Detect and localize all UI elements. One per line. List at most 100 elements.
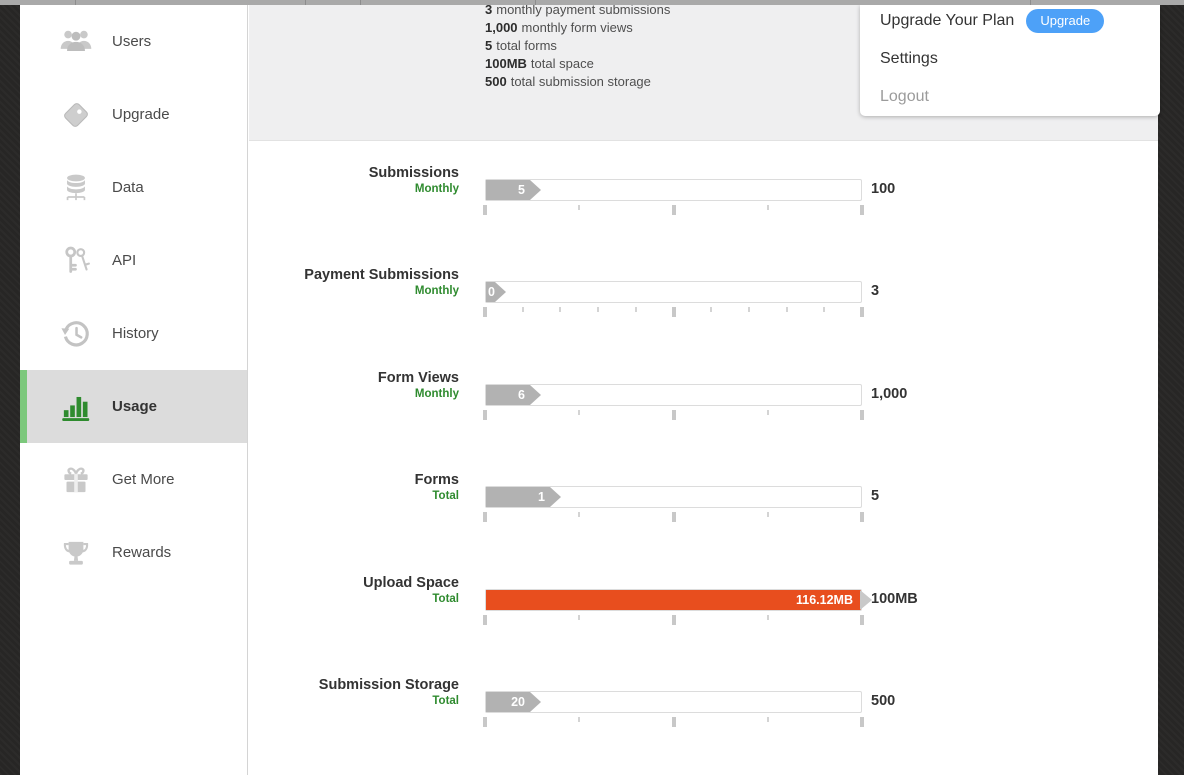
usage-row-form-views: Form Views Monthly 6 1,000	[249, 370, 1158, 456]
sidebar-item-api[interactable]: API	[20, 224, 247, 297]
sidebar-item-label: Rewards	[112, 544, 172, 561]
tick-mark	[823, 307, 826, 312]
usage-row-labels: Submissions Monthly	[249, 165, 459, 251]
tick-mark	[766, 615, 769, 620]
tick-mark	[483, 615, 487, 625]
usage-bar-track: 5	[485, 179, 862, 201]
usage-bar-ticks	[483, 512, 864, 522]
sidebar-item-label: API	[112, 252, 137, 269]
trophy-icon	[57, 534, 95, 572]
sidebar-item-label: Data	[112, 179, 144, 196]
tick-mark	[766, 410, 769, 415]
tick-mark	[578, 512, 581, 517]
usage-bar-track: 0	[485, 281, 862, 303]
menu-item-settings[interactable]: Settings	[880, 45, 938, 73]
usage-bar-fill: 0	[486, 282, 506, 302]
tick-mark	[578, 615, 581, 620]
usage-row-title: Upload Space	[363, 575, 459, 591]
chrome-tab-separator	[75, 0, 76, 5]
usage-bar-ticks	[483, 615, 864, 625]
sidebar-item-label: Users	[112, 33, 152, 50]
usage-bar-fill: 6	[486, 385, 541, 405]
usage-row-labels: Payment Submissions Monthly	[249, 267, 459, 353]
sidebar-item-data[interactable]: Data	[20, 151, 247, 224]
sidebar-item-label: History	[112, 325, 159, 342]
tick-mark	[860, 410, 864, 420]
sidebar-item-get-more[interactable]: Get More	[20, 443, 247, 516]
tick-mark	[860, 512, 864, 522]
plan-limit-text: total forms	[496, 38, 557, 53]
page-background-right-rail	[1158, 5, 1184, 775]
chrome-tab-separator	[305, 0, 306, 5]
tag-icon	[57, 96, 95, 134]
usage-row-submission-storage: Submission Storage Total 20 500	[249, 677, 1158, 763]
plan-limit-text: monthly payment submissions	[496, 2, 671, 17]
usage-bar-track: 1	[485, 486, 862, 508]
usage-bar-ticks	[483, 717, 864, 727]
usage-limit-label: 5	[871, 488, 880, 504]
usage-bar-ticks	[483, 307, 864, 317]
tick-mark	[483, 307, 487, 317]
sidebar-item-users[interactable]: Users	[20, 5, 247, 78]
tick-mark	[671, 717, 676, 727]
tick-mark	[559, 307, 562, 312]
tick-mark	[578, 410, 581, 415]
usage-row-title: Payment Submissions	[304, 267, 459, 283]
plan-limit-text: monthly form views	[521, 20, 633, 35]
usage-bar-area: 0	[483, 267, 864, 353]
tick-mark	[578, 717, 581, 722]
keys-icon	[57, 242, 95, 280]
usage-row-title: Form Views	[377, 370, 459, 386]
usage-bar-track: 20	[485, 691, 862, 713]
usage-bar-track: 6	[485, 384, 862, 406]
sidebar-item-rewards[interactable]: Rewards	[20, 516, 247, 589]
sidebar-item-label: Get More	[112, 471, 175, 488]
upgrade-button[interactable]: Upgrade	[1026, 9, 1105, 33]
plan-limit-value: 500	[485, 74, 507, 89]
plan-summary-line: 5 total forms	[485, 37, 670, 55]
history-icon	[57, 315, 95, 353]
gift-icon	[57, 461, 95, 499]
usage-row-period: Total	[432, 695, 459, 707]
chrome-tab-separator	[360, 0, 361, 5]
usage-limit-label: 100	[871, 181, 896, 197]
usage-bar-ticks	[483, 410, 864, 420]
plan-limit-value: 100MB	[485, 56, 527, 71]
plan-summary-line: 100MB total space	[485, 55, 670, 73]
tick-mark	[860, 615, 864, 625]
usage-row-labels: Submission Storage Total	[249, 677, 459, 763]
usage-row-period: Monthly	[414, 285, 459, 297]
plan-limit-value: 5	[485, 38, 493, 53]
tick-mark	[483, 410, 487, 420]
sidebar-item-upgrade[interactable]: Upgrade	[20, 78, 247, 151]
usage-row-title: Submission Storage	[318, 677, 459, 693]
usage-bar-area: 20	[483, 677, 864, 763]
tick-mark	[766, 205, 769, 210]
plan-limit-text: total submission storage	[510, 74, 651, 89]
plan-summary-line: 500 total submission storage	[485, 73, 670, 91]
sidebar-item-usage[interactable]: Usage	[20, 370, 247, 443]
tick-mark	[483, 717, 487, 727]
plan-limit-value: 1,000	[485, 20, 518, 35]
menu-item-upgrade-your-plan[interactable]: Upgrade Your Plan Upgrade	[880, 7, 1105, 35]
chrome-tab-separator	[1030, 0, 1031, 5]
tick-mark	[671, 410, 676, 420]
logout-label: Logout	[880, 88, 929, 105]
sidebar-nav: Users Upgrade Data API History Usage Get…	[20, 5, 248, 775]
tick-mark	[766, 717, 769, 722]
tick-mark	[483, 512, 487, 522]
tick-mark	[597, 307, 600, 312]
users-icon	[57, 23, 95, 61]
usage-bar-fill: 20	[486, 692, 541, 712]
plan-summary-line: 1,000 monthly form views	[485, 19, 670, 37]
menu-item-logout[interactable]: Logout	[880, 83, 929, 111]
usage-row-period: Monthly	[414, 183, 459, 195]
sidebar-item-history[interactable]: History	[20, 297, 247, 370]
sidebar-item-label: Usage	[112, 398, 158, 415]
usage-bar-area: 6	[483, 370, 864, 456]
usage-row-upload-space: Upload Space Total 116.12MB 100MB	[249, 575, 1158, 661]
tick-mark	[671, 205, 676, 215]
usage-bar-area: 5	[483, 165, 864, 251]
usage-row-payment-submissions: Payment Submissions Monthly 0 3	[249, 267, 1158, 353]
usage-row-period: Monthly	[414, 388, 459, 400]
